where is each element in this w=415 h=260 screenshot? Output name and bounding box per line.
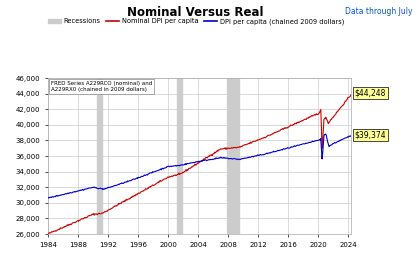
Legend: Recessions, Nominal DPI per capita, DPI per capita (chained 2009 dollars): Recessions, Nominal DPI per capita, DPI … xyxy=(45,16,347,28)
Text: Data through July: Data through July xyxy=(345,6,413,16)
Text: $44,248: $44,248 xyxy=(355,88,386,97)
Bar xyxy=(177,78,183,234)
Text: Nominal Versus Real: Nominal Versus Real xyxy=(127,6,263,20)
Bar xyxy=(227,78,239,234)
Text: FRED Series A229RCO (nominal) and
A229RX0 (chained in 2009 dollars): FRED Series A229RCO (nominal) and A229RX… xyxy=(51,81,152,92)
Bar xyxy=(97,78,102,234)
Text: $39,374: $39,374 xyxy=(355,131,386,140)
